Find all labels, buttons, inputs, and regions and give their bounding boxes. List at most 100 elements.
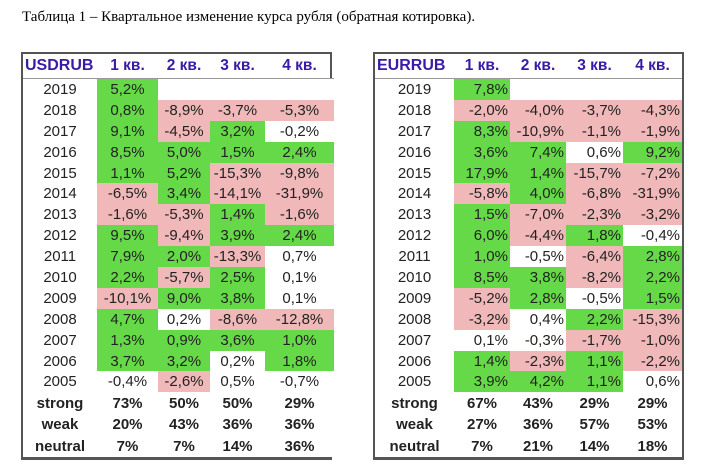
- year-cell: 2014: [397, 185, 432, 203]
- quarter-change-cell: 3,6%: [454, 141, 510, 163]
- table-row: 2015 1,1% 5,2% -15,3% -9,8%: [23, 162, 334, 184]
- quarter-change-cell: 9,5%: [97, 225, 158, 247]
- year-cell: 2017: [43, 122, 77, 140]
- quarter-change-cell: -6,8%: [566, 183, 623, 205]
- summary-value: 36%: [265, 435, 334, 457]
- quarter-change-cell: -2,6%: [158, 371, 210, 393]
- year-cell: 2005: [397, 373, 432, 391]
- summary-value: 27%: [454, 413, 510, 436]
- quarter-change-cell: 5,2%: [158, 162, 210, 184]
- quarter-change-cell: -4,3%: [623, 99, 682, 121]
- year-cell: 2009: [397, 289, 432, 307]
- eurrub-table: EURRUB 1 кв. 2 кв. 3 кв. 4 кв. 2019 7,8% 2018 -2…: [373, 52, 684, 460]
- quarter-change-cell: -5,3%: [265, 99, 334, 121]
- quarter-change-cell: -15,3%: [623, 308, 682, 330]
- summary-label: neutral: [375, 435, 454, 457]
- quarter-change-cell: 9,2%: [623, 141, 682, 163]
- quarter-change-cell: [158, 78, 210, 100]
- quarter-change-cell: -9,8%: [265, 162, 334, 184]
- quarter-change-cell: 1,1%: [566, 350, 623, 372]
- quarter-change-cell: 1,3%: [97, 329, 158, 351]
- currency-pair: EURRUB: [375, 54, 454, 79]
- table-row: 2012 6,0% -4,4% 1,8% -0,4%: [375, 225, 682, 247]
- quarter-change-cell: 2,8%: [623, 246, 682, 268]
- quarter-change-cell: 1,4%: [510, 162, 566, 184]
- table-row: 2014 -6,5% 3,4% -14,1% -31,9%: [23, 183, 334, 205]
- quarter-change-cell: -5,3%: [158, 204, 210, 226]
- quarter-change-cell: 3,9%: [210, 225, 265, 247]
- table-row: 2016 8,5% 5,0% 1,5% 2,4%: [23, 141, 334, 163]
- summary-value: 21%: [510, 435, 566, 457]
- quarter-change-cell: -1,9%: [623, 120, 682, 142]
- quarter-change-cell: -8,9%: [158, 99, 210, 121]
- quarter-change-cell: 2,5%: [210, 267, 265, 288]
- quarter-change-cell: 1,5%: [210, 141, 265, 163]
- year-cell: 2006: [397, 352, 432, 370]
- quarter-header: 3 кв.: [210, 54, 265, 79]
- quarter-change-cell: 0,8%: [97, 99, 158, 121]
- summary-label: weak: [375, 413, 454, 436]
- quarter-change-cell: 3,2%: [158, 350, 210, 372]
- quarter-change-cell: -6,5%: [97, 183, 158, 205]
- year-cell: 2013: [43, 206, 77, 224]
- summary-value: 20%: [97, 413, 158, 436]
- year-cell: 2011: [43, 248, 77, 266]
- summary-value: 67%: [454, 392, 510, 414]
- quarter-change-cell: -8,6%: [210, 308, 265, 330]
- table-row: 2012 9,5% -9,4% 3,9% 2,4%: [23, 225, 334, 247]
- quarter-change-cell: 2,2%: [97, 267, 158, 288]
- quarter-change-cell: -0,5%: [510, 246, 566, 268]
- table-row: 2013 -1,6% -5,3% 1,4% -1,6%: [23, 204, 334, 226]
- quarter-change-cell: -3,7%: [566, 99, 623, 121]
- year-cell: 2008: [397, 310, 432, 328]
- quarter-change-cell: -15,7%: [566, 162, 623, 184]
- table-row: 2017 8,3% -10,9% -1,1% -1,9%: [375, 120, 682, 142]
- quarter-change-cell: 2,4%: [265, 141, 334, 163]
- quarter-change-cell: 1,4%: [454, 350, 510, 372]
- quarter-change-cell: -1,7%: [566, 329, 623, 351]
- usdrub-table: USDRUB 1 кв. 2 кв. 3 кв. 4 кв. 2019 5,2% 2018 0,…: [21, 52, 334, 460]
- table-row: 2013 1,5% -7,0% -2,3% -3,2%: [375, 204, 682, 226]
- year-cell: 2009: [43, 289, 77, 307]
- quarter-change-cell: -5,2%: [454, 287, 510, 309]
- summary-value: 57%: [566, 413, 623, 436]
- summary-value: 7%: [454, 435, 510, 457]
- summary-value: 29%: [566, 392, 623, 414]
- quarter-header: 2 кв.: [158, 54, 210, 79]
- header-row: EURRUB 1 кв. 2 кв. 3 кв. 4 кв.: [375, 54, 682, 79]
- quarter-change-cell: 0,4%: [510, 308, 566, 330]
- summary-value: 14%: [566, 435, 623, 457]
- summary-value: 7%: [158, 435, 210, 457]
- quarter-change-cell: -3,2%: [454, 308, 510, 330]
- table-row: 2009 -5,2% 2,8% -0,5% 1,5%: [375, 287, 682, 309]
- quarter-change-cell: -5,7%: [158, 267, 210, 288]
- year-cell: 2012: [43, 227, 77, 245]
- year-cell: 2006: [43, 352, 77, 370]
- quarter-change-cell: -0,7%: [265, 371, 334, 393]
- quarter-change-cell: 1,4%: [210, 204, 265, 226]
- quarter-change-cell: [210, 78, 265, 100]
- quarter-change-cell: 7,9%: [97, 246, 158, 268]
- year-cell: 2017: [397, 122, 432, 140]
- summary-value: 36%: [510, 413, 566, 436]
- table-row: 2006 1,4% -2,3% 1,1% -2,2%: [375, 350, 682, 372]
- table-row: 2017 9,1% -4,5% 3,2% -0,2%: [23, 120, 334, 142]
- year-cell: 2018: [43, 101, 77, 119]
- table-row: 2010 8,5% 3,8% -8,2% 2,2%: [375, 267, 682, 288]
- table-row: 2008 4,7% 0,2% -8,6% -12,8%: [23, 308, 334, 330]
- quarter-change-cell: -4,0%: [510, 99, 566, 121]
- summary-value: 36%: [210, 413, 265, 436]
- year-cell: 2011: [398, 248, 431, 266]
- table-row: 2011 7,9% 2,0% -13,3% 0,7%: [23, 246, 334, 268]
- quarter-change-cell: 2,2%: [566, 308, 623, 330]
- summary-value: 43%: [158, 413, 210, 436]
- quarter-change-cell: [265, 78, 334, 100]
- table-row: 2015 17,9% 1,4% -15,7% -7,2%: [375, 162, 682, 184]
- quarter-change-cell: 1,5%: [454, 204, 510, 226]
- quarter-change-cell: 4,0%: [510, 183, 566, 205]
- quarter-change-cell: 3,8%: [510, 267, 566, 288]
- summary-row: neutral 7% 7% 14% 36%: [23, 435, 334, 457]
- year-cell: 2007: [397, 331, 432, 349]
- quarter-change-cell: 0,9%: [158, 329, 210, 351]
- quarter-change-cell: 7,4%: [510, 141, 566, 163]
